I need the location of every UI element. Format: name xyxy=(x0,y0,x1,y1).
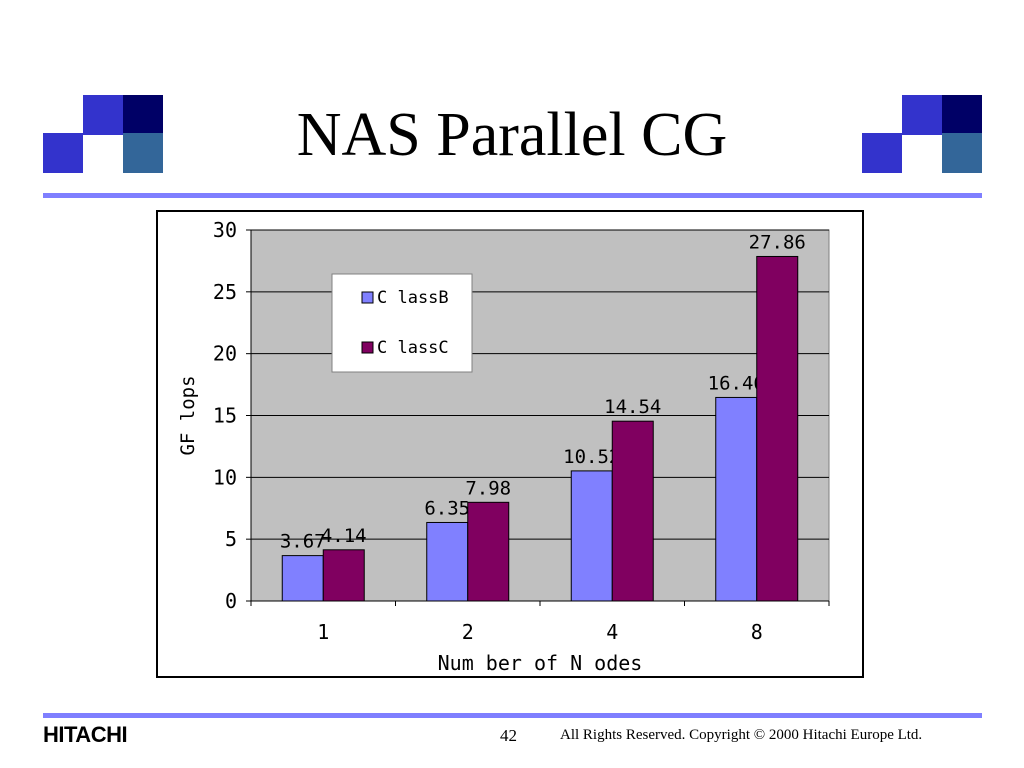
bar xyxy=(426,521,469,602)
legend-box xyxy=(331,273,473,373)
data-label: 3.67 xyxy=(280,531,326,553)
data-label: 27.86 xyxy=(749,231,806,253)
data-label: 7.98 xyxy=(465,477,511,499)
bar xyxy=(322,549,365,602)
data-label: 16.46 xyxy=(708,372,765,394)
deco-square xyxy=(83,95,123,135)
y-tick-label: 0 xyxy=(225,589,237,613)
chart-frame: 0 5 10 15 20 25 30 3.67 4.14 6.35 7.98 10.52 14.54 1… xyxy=(156,210,864,678)
bar-chart: 0 5 10 15 20 25 30 3.674.14 6.357.98 10.52 14.54 1… xyxy=(177,218,830,675)
slide-title: NAS Parallel CG xyxy=(296,101,728,169)
y-tick-label: 25 xyxy=(213,280,237,304)
x-tick-label: 8 xyxy=(751,620,763,644)
x-tick-label: 1 xyxy=(317,620,329,644)
x-tick-label: 4 xyxy=(606,620,618,644)
bar xyxy=(570,470,613,602)
legend-swatch xyxy=(361,291,374,304)
data-label: 10.52 xyxy=(563,446,620,468)
legend-label: C lassC xyxy=(377,338,449,358)
deco-square xyxy=(862,133,902,173)
bar xyxy=(756,255,799,602)
data-label: 6.35 xyxy=(424,497,470,519)
deco-square xyxy=(942,95,982,135)
y-tick-label: 20 xyxy=(213,342,237,366)
x-axis: 1 2 4 8 xyxy=(250,600,830,644)
bars: 3.674.14 6.357.98 10.52 14.54 16.46 27.86 xyxy=(280,231,806,602)
data-label: 4.14 xyxy=(321,525,367,547)
legend-label: C lassB xyxy=(377,288,449,308)
legend-swatch xyxy=(361,341,374,354)
hitachi-logo: HITACHI xyxy=(43,722,128,747)
bar xyxy=(281,555,324,602)
deco-square xyxy=(123,133,163,173)
x-axis-label: Num ber of N odes xyxy=(438,651,643,675)
y-tick-label: 15 xyxy=(213,404,237,428)
page-number: 42 xyxy=(500,726,517,745)
deco-square xyxy=(902,95,942,135)
y-tick-label: 30 xyxy=(213,218,237,242)
bar xyxy=(611,420,654,602)
top-divider xyxy=(43,193,982,198)
y-axis-label: GF lops xyxy=(177,375,199,455)
deco-square xyxy=(43,133,83,173)
x-tick-label: 2 xyxy=(462,620,474,644)
bar xyxy=(467,501,510,602)
bottom-divider xyxy=(43,713,982,718)
legend: C lassB C lassC xyxy=(331,273,473,373)
deco-square xyxy=(123,95,163,135)
y-tick-label: 10 xyxy=(213,465,237,489)
y-tick-label: 5 xyxy=(225,527,237,551)
y-axis: 0 5 10 15 20 25 30 xyxy=(213,218,252,613)
bar xyxy=(715,396,758,602)
data-label: 14.54 xyxy=(604,396,661,418)
deco-square xyxy=(942,133,982,173)
copyright-notice: All Rights Reserved. Copyright © 2000 Hi… xyxy=(560,727,923,743)
